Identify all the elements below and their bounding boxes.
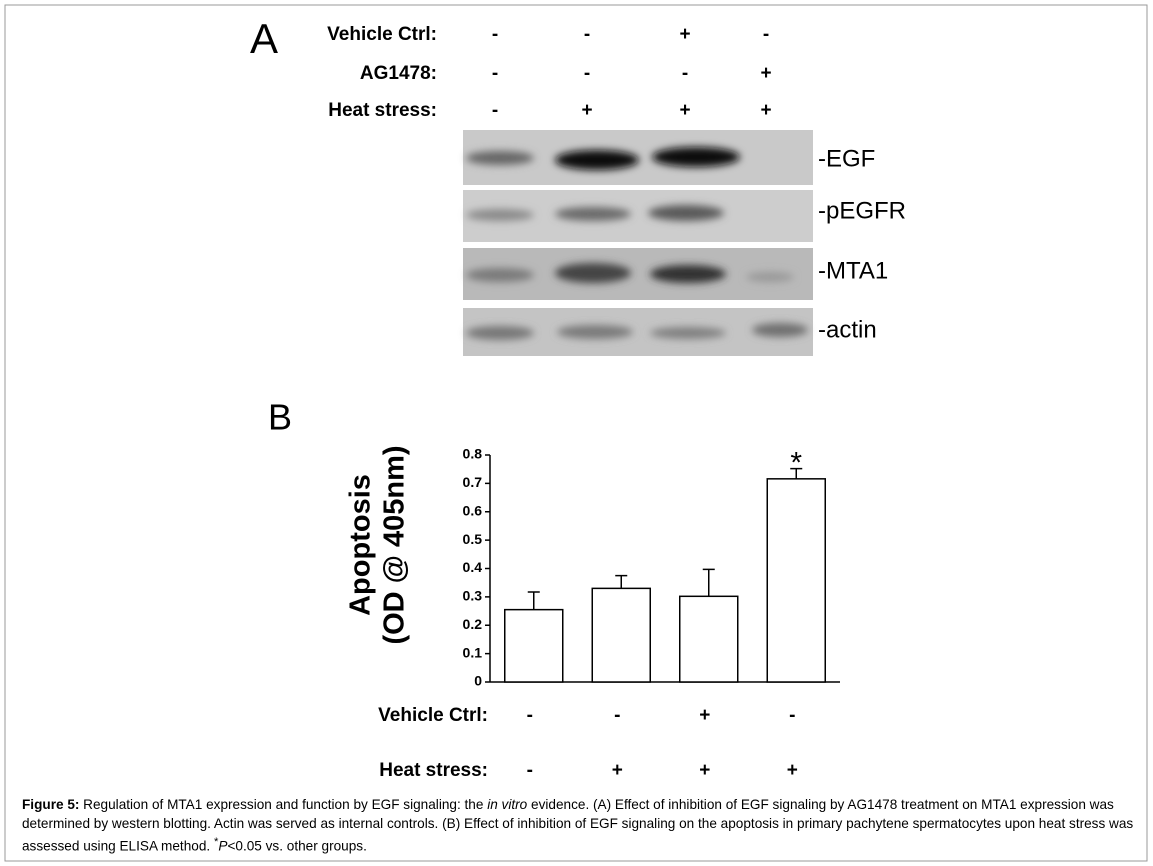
condition-mark: - [492, 63, 498, 84]
blot-image [463, 130, 813, 356]
y-tick-label: 0.8 [463, 446, 483, 462]
blot-label: -EGF [818, 145, 875, 172]
condition-mark: - [584, 63, 590, 84]
blot-label: -MTA1 [818, 257, 888, 284]
caption-text: Regulation of MTA1 expression and functi… [79, 797, 488, 812]
y-axis-title: Apoptosis (OD @ 405nm) [345, 445, 411, 644]
condition-mark: - [584, 24, 590, 45]
panel-letter: B [268, 397, 292, 438]
error-bar [615, 574, 628, 589]
error-bar [702, 568, 715, 597]
condition-mark: + [679, 100, 690, 121]
bar [766, 478, 826, 683]
y-tick-label: 0.7 [463, 474, 483, 490]
caption-superscript: * [213, 836, 219, 848]
caption-italic: P [218, 838, 228, 854]
condition-mark: - [527, 760, 533, 781]
condition-mark: + [760, 63, 771, 84]
y-axis-title-line: Apoptosis [345, 474, 377, 616]
condition-label: AG1478: [360, 63, 437, 84]
condition-label: Heat stress: [379, 760, 488, 781]
y-tick-label: 0 [474, 673, 482, 689]
caption-label: Figure 5: [22, 797, 80, 812]
panel-letter: A [250, 15, 278, 62]
blot-label: -pEGFR [818, 197, 906, 224]
y-tick-label: 0.3 [463, 588, 483, 604]
condition-label: Vehicle Ctrl: [327, 24, 437, 45]
condition-mark: + [760, 100, 771, 121]
condition-label: Heat stress: [328, 100, 437, 121]
caption-italic: in vitro [487, 797, 528, 812]
bar [679, 595, 739, 683]
condition-mark: - [682, 63, 688, 84]
condition-mark: + [679, 24, 690, 45]
condition-mark: - [492, 24, 498, 45]
y-tick-label: 0.6 [463, 502, 483, 518]
y-tick-label: 0.4 [463, 559, 483, 575]
y-tick-label: 0.5 [463, 531, 483, 547]
caption-text: <0.05 vs. other groups. [227, 838, 367, 854]
error-bar [527, 591, 540, 610]
condition-mark: + [581, 100, 592, 121]
condition-mark: + [787, 760, 798, 781]
condition-mark: + [612, 760, 623, 781]
condition-mark: - [789, 705, 795, 726]
condition-mark: + [699, 760, 710, 781]
caption: Figure 5: Regulation of MTA1 expression … [22, 795, 1137, 856]
blot-label: -actin [818, 316, 877, 343]
condition-mark: - [763, 24, 769, 45]
bar [504, 608, 564, 683]
condition-mark: - [492, 100, 498, 121]
condition-mark: + [699, 705, 710, 726]
condition-mark: - [527, 705, 533, 726]
condition-label: Vehicle Ctrl: [378, 705, 488, 726]
y-tick-label: 0.2 [463, 616, 483, 632]
error-bar [790, 467, 803, 479]
significance-mark: * [790, 447, 802, 480]
frame [4, 4, 1148, 862]
condition-mark: - [614, 705, 620, 726]
y-tick-label: 0.1 [463, 644, 483, 660]
bar [591, 587, 651, 683]
y-axis-title-line: (OD @ 405nm) [379, 445, 411, 644]
caption-text: evidence. (A) Effect of inhibition of EG… [22, 797, 1134, 854]
